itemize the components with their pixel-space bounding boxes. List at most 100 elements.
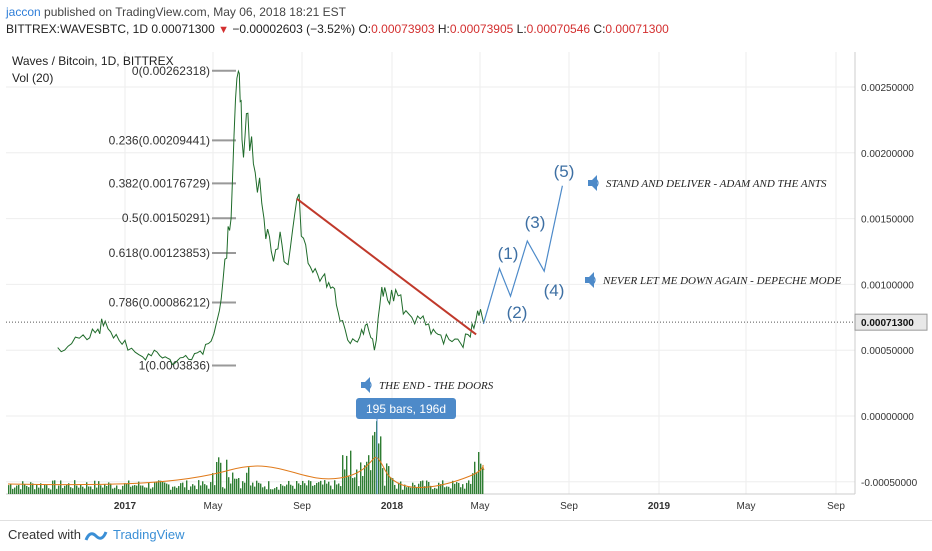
- volume-bar: [64, 485, 66, 494]
- tradingview-link[interactable]: TradingView: [113, 527, 185, 542]
- speaker-icon-body: [585, 272, 594, 288]
- volume-bar: [12, 488, 14, 494]
- volume-bar: [394, 484, 396, 494]
- volume-bar: [296, 481, 298, 494]
- publish-line: jaccon published on TradingView.com, May…: [6, 5, 346, 19]
- volume-bar: [40, 483, 42, 494]
- volume-bar: [308, 480, 310, 494]
- fibonacci-levels: 0(0.00262318) 0.236(0.00209441) 0.382(0.00…: [109, 64, 236, 373]
- volume-bar: [214, 485, 216, 494]
- volume-bar: [152, 487, 154, 494]
- speaker-icon: [588, 175, 599, 191]
- volume-bar: [292, 485, 294, 494]
- volume-bar: [20, 489, 22, 494]
- volume-bar: [104, 483, 106, 494]
- speaker-icon-wave: [368, 380, 372, 390]
- c-value: 0.00071300: [605, 22, 669, 36]
- volume-bar: [310, 481, 312, 494]
- speaker-icon-wave: [595, 178, 599, 188]
- volume-bar: [366, 461, 368, 494]
- volume-bar: [14, 487, 16, 494]
- created-with-text: Created with: [8, 527, 81, 542]
- wave-label: (2): [507, 303, 528, 322]
- volume-bar: [156, 481, 158, 494]
- x-tick-label: May: [737, 501, 756, 512]
- volume-bar: [184, 487, 186, 494]
- volume-bar: [482, 468, 484, 494]
- volume-bar: [34, 489, 36, 494]
- volume-bar: [448, 486, 450, 494]
- volume-bar: [26, 485, 28, 494]
- volume-bar: [266, 489, 268, 494]
- published-text: published on TradingView.com, May 06, 20…: [40, 5, 346, 19]
- volume-bar: [120, 489, 122, 494]
- volume-bar: [246, 472, 248, 494]
- y-tick-label: -0.00050000: [861, 478, 918, 489]
- last-price-label: 0.00071300: [861, 318, 914, 329]
- volume-bar: [470, 483, 472, 494]
- volume-bar: [138, 481, 140, 494]
- bars-badge: [356, 398, 456, 419]
- volume-bar: [318, 482, 320, 494]
- volume-bar: [386, 463, 388, 494]
- volume-bar: [440, 484, 442, 494]
- volume-bar: [362, 476, 364, 494]
- volume-bar: [444, 487, 446, 494]
- volume-bar: [44, 484, 46, 494]
- volume-bar: [28, 487, 30, 494]
- volume-bar: [130, 486, 132, 494]
- down-arrow-icon: ▼: [218, 24, 230, 36]
- volume-bar: [450, 488, 452, 494]
- volume-bar: [220, 462, 222, 494]
- volume-bar: [340, 486, 342, 494]
- volume-bar: [178, 486, 180, 494]
- volume-bar: [388, 466, 390, 494]
- volume-bar: [290, 484, 292, 494]
- volume-bar: [302, 480, 304, 494]
- volume-bar: [56, 488, 58, 494]
- volume-bar: [474, 461, 476, 494]
- volume-bar: [10, 484, 12, 494]
- speaker-icon: [361, 377, 372, 393]
- volume-bar: [22, 481, 24, 494]
- volume-bar: [126, 483, 128, 494]
- volume-bar: [160, 480, 162, 494]
- x-tick-label: May: [471, 501, 490, 512]
- volume-bar: [204, 484, 206, 494]
- speaker-icon-body: [588, 175, 597, 191]
- volume-bar: [110, 483, 112, 494]
- volume-bar: [240, 488, 242, 494]
- volume-bar: [412, 482, 414, 494]
- y-tick-label: 0.00050000: [861, 346, 914, 357]
- volume-bar: [46, 485, 48, 494]
- author-link[interactable]: jaccon: [6, 5, 41, 19]
- volume-bar: [342, 455, 344, 494]
- volume-bar: [24, 484, 26, 494]
- fib-label: 0.382(0.00176729): [109, 176, 210, 190]
- volume-bar: [228, 477, 230, 494]
- volume-bar: [102, 487, 104, 494]
- volume-bar: [380, 436, 382, 494]
- volume-bar: [472, 473, 474, 494]
- volume-bar: [32, 483, 34, 494]
- volume-bar: [478, 452, 480, 494]
- volume-bar: [414, 485, 416, 494]
- volume-bar: [100, 485, 102, 494]
- volume-bar: [180, 483, 182, 494]
- price-chart[interactable]: 0(0.00262318) 0.236(0.00209441) 0.382(0.00…: [0, 0, 932, 520]
- volume-bar: [52, 480, 54, 494]
- volume-bar: [88, 486, 90, 494]
- volume-bar: [114, 487, 116, 494]
- volume-bar: [8, 485, 10, 494]
- volume-bar: [392, 478, 394, 494]
- volume-bar: [202, 481, 204, 494]
- y-tick-label: 0.00250000: [861, 83, 914, 94]
- volume-bar: [314, 485, 316, 494]
- volume-bar: [128, 480, 130, 494]
- volume-bar: [236, 478, 238, 494]
- volume-bar: [304, 483, 306, 494]
- volume-bar: [48, 488, 50, 494]
- y-tick-label: 0.00150000: [861, 215, 914, 226]
- volume-bar: [200, 485, 202, 494]
- wave-label: (4): [544, 281, 565, 300]
